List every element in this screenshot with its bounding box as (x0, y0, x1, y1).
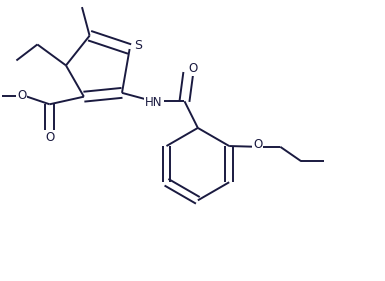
Text: O: O (253, 138, 263, 151)
Text: O: O (17, 89, 27, 102)
Text: O: O (45, 131, 54, 144)
Text: S: S (134, 39, 142, 52)
Text: O: O (188, 62, 198, 75)
Text: HN: HN (145, 96, 163, 108)
